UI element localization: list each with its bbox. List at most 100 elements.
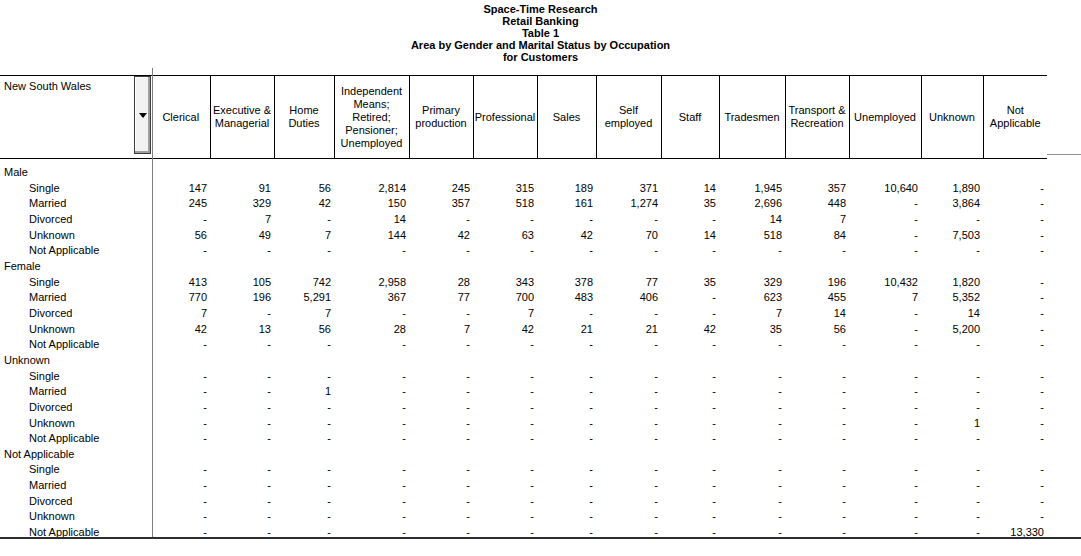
cell-value: - xyxy=(334,384,409,400)
area-dropdown-button[interactable] xyxy=(134,76,151,154)
cell-value: - xyxy=(719,509,785,525)
cell-value: - xyxy=(409,494,473,510)
table-row: Divorced-------------- xyxy=(0,400,1047,416)
table-row: Single14791562,814245315189371141,945357… xyxy=(0,181,1047,197)
cell-value: 105 xyxy=(210,275,274,291)
cell-value: - xyxy=(596,384,661,400)
cell-value: 7 xyxy=(719,306,785,322)
column-header: Home Duties xyxy=(274,76,334,159)
cell-value: 245 xyxy=(409,181,473,197)
cell-value: 196 xyxy=(785,275,849,291)
cell-value: - xyxy=(152,416,210,432)
cell-value: 84 xyxy=(785,228,849,244)
cell-value: - xyxy=(849,337,921,353)
cell-value: 7 xyxy=(849,290,921,306)
cell-value: 448 xyxy=(785,196,849,212)
cell-value: - xyxy=(921,478,983,494)
section-label: Male xyxy=(0,165,1047,181)
cell-value: - xyxy=(210,462,274,478)
cell-value: - xyxy=(661,384,719,400)
cell-value: - xyxy=(596,306,661,322)
column-header: Sales xyxy=(537,76,596,159)
cell-value: 10,432 xyxy=(849,275,921,291)
cell-value: 1,945 xyxy=(719,181,785,197)
cell-value: - xyxy=(849,306,921,322)
title-line-table-number: Table 1 xyxy=(0,27,1081,39)
table-row: Not Applicable-------------- xyxy=(0,243,1047,259)
column-header: Professional xyxy=(473,76,537,159)
cell-value: 42 xyxy=(473,322,537,338)
cell-value: - xyxy=(661,462,719,478)
cell-value: 63 xyxy=(473,228,537,244)
cell-value: - xyxy=(473,431,537,447)
cell-value: - xyxy=(537,478,596,494)
cell-value: - xyxy=(274,462,334,478)
column-header: Primary production xyxy=(409,76,473,159)
cell-value: - xyxy=(785,337,849,353)
cell-value: - xyxy=(274,431,334,447)
cell-value: - xyxy=(719,400,785,416)
cell-value: 35 xyxy=(719,322,785,338)
cell-value: - xyxy=(661,478,719,494)
cell-value: - xyxy=(473,212,537,228)
cell-value: - xyxy=(921,369,983,385)
cell-value: - xyxy=(152,509,210,525)
cell-value: - xyxy=(983,431,1047,447)
cell-value: - xyxy=(210,416,274,432)
cell-value: - xyxy=(983,369,1047,385)
table-row: Unknown421356287422121423556-5,200- xyxy=(0,322,1047,338)
cell-value: - xyxy=(719,337,785,353)
cell-value: 21 xyxy=(596,322,661,338)
cell-value: - xyxy=(409,462,473,478)
table-row: Not Applicable-------------- xyxy=(0,337,1047,353)
cell-value: - xyxy=(537,306,596,322)
cell-value: - xyxy=(983,181,1047,197)
cell-value: - xyxy=(983,196,1047,212)
cell-value: 7 xyxy=(210,212,274,228)
cell-value: 1 xyxy=(274,384,334,400)
cell-value: - xyxy=(921,462,983,478)
row-label: Single xyxy=(0,181,152,197)
cell-value: - xyxy=(921,400,983,416)
row-label: Divorced xyxy=(0,400,152,416)
cell-value: - xyxy=(334,306,409,322)
cell-value: - xyxy=(983,494,1047,510)
cell-value: - xyxy=(785,509,849,525)
cell-value: 742 xyxy=(274,275,334,291)
cell-value: 7 xyxy=(274,306,334,322)
cell-value: - xyxy=(537,369,596,385)
cell-value: - xyxy=(334,369,409,385)
cell-value: 42 xyxy=(409,228,473,244)
cell-value: 35 xyxy=(661,275,719,291)
cell-value: - xyxy=(661,212,719,228)
cell-value: - xyxy=(719,462,785,478)
cell-value: 77 xyxy=(409,290,473,306)
cell-value: - xyxy=(334,462,409,478)
cell-value: - xyxy=(785,369,849,385)
cell-value: - xyxy=(152,494,210,510)
row-label: Divorced xyxy=(0,212,152,228)
section-label: Unknown xyxy=(0,353,1047,369)
cell-value: 56 xyxy=(274,181,334,197)
section-label: Female xyxy=(0,259,1047,275)
cell-value: - xyxy=(210,400,274,416)
area-selector-cell: New South Wales xyxy=(0,76,152,159)
cell-value: - xyxy=(473,478,537,494)
row-label: Unknown xyxy=(0,322,152,338)
cell-value: - xyxy=(409,212,473,228)
cell-value: 5,352 xyxy=(921,290,983,306)
cell-value: - xyxy=(334,416,409,432)
cell-value: - xyxy=(849,478,921,494)
cell-value: - xyxy=(719,431,785,447)
row-label: Unknown xyxy=(0,416,152,432)
cell-value: - xyxy=(596,462,661,478)
cell-value: - xyxy=(921,494,983,510)
cell-value: - xyxy=(785,431,849,447)
cell-value: 329 xyxy=(719,275,785,291)
cell-value: - xyxy=(596,369,661,385)
row-label: Married xyxy=(0,478,152,494)
cell-value: - xyxy=(921,384,983,400)
cell-value: 371 xyxy=(596,181,661,197)
cell-value: 14 xyxy=(921,306,983,322)
cell-value: 7 xyxy=(152,306,210,322)
